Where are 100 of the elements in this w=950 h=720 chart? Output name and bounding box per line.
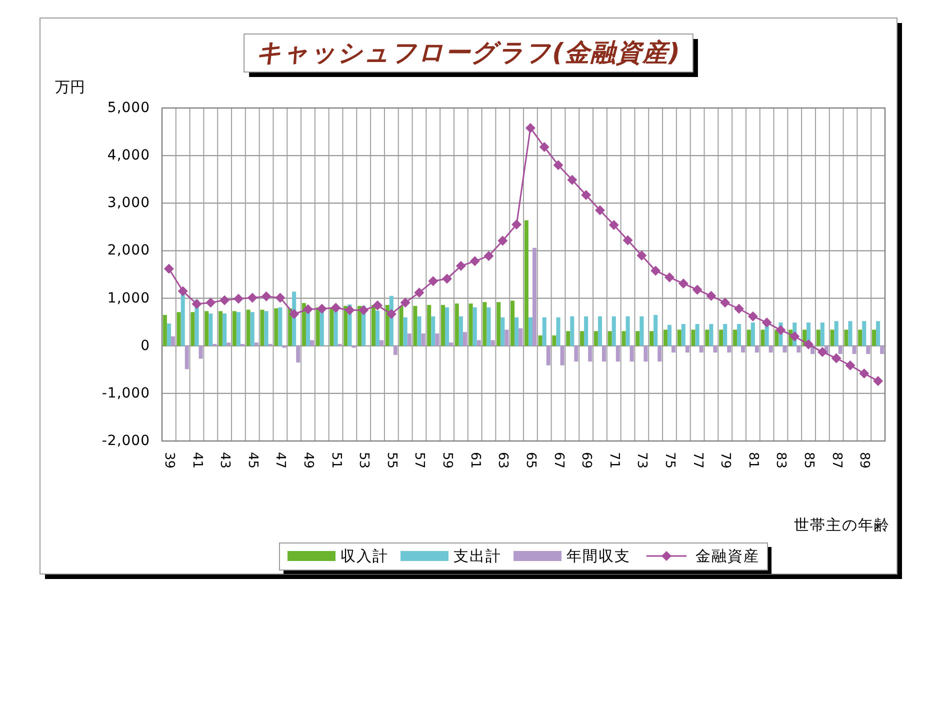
point [706,290,716,301]
bar [358,306,362,346]
bar [403,317,408,346]
legend-label: 年間収支 [566,547,630,565]
bar [598,316,602,346]
point [720,298,730,308]
point [456,260,466,271]
legend-label: 収入計 [340,547,388,565]
bar [462,332,467,346]
bar [510,300,515,346]
point [734,304,744,314]
bar [754,346,759,353]
point [386,308,396,319]
point [192,298,202,309]
bar [858,330,862,346]
y-axis-title: 万円 [55,78,85,96]
x-tick-label: 41 [189,452,204,469]
y-tick-label: 3,000 [107,195,150,212]
bar [705,330,710,346]
x-tick-label: 45 [244,452,260,469]
bar [316,307,320,346]
bar [166,324,171,346]
bar [170,336,175,346]
point [330,302,341,313]
bar [570,316,574,346]
bar [750,322,755,346]
bar [417,316,422,346]
bar [677,330,682,346]
bar [709,324,714,346]
bar [672,346,676,353]
bar [504,330,509,346]
x-tick-label: 49 [300,452,316,469]
bar [768,346,773,353]
point [512,220,522,230]
bar [496,302,501,346]
y-tick-label: 0 [140,338,150,354]
bar [344,306,348,346]
bar [695,324,700,346]
bar [222,314,227,346]
x-tick-label: 53 [356,452,372,469]
bar [848,321,852,346]
bar [208,314,213,346]
x-tick-label: 39 [161,452,176,469]
bar [834,321,838,346]
point [622,235,633,246]
bar [732,330,737,346]
chart-title: キャッシュフローグラフ(金融資産) [256,38,681,67]
point [233,294,244,304]
bar [232,311,236,346]
bar [449,342,454,346]
point [776,325,786,336]
point [247,292,258,303]
point [302,304,313,314]
bar [774,330,779,346]
point [206,298,216,308]
x-tick-label: 65 [522,452,538,469]
point [400,298,410,308]
bar [486,307,491,346]
bar [162,314,167,346]
x-tick-label: 51 [328,452,344,469]
bar [260,310,264,346]
point [581,190,592,200]
bar [602,346,606,362]
bar [190,312,195,346]
bar [407,333,412,346]
bar [458,316,463,346]
bar [663,330,668,346]
bar [302,303,306,346]
bar [667,324,672,346]
bar [862,321,866,346]
point [845,360,856,370]
bar [421,333,426,346]
point [594,205,605,216]
y-tick-label: 2,000 [107,242,150,259]
bar [556,317,560,346]
y-tick-label: 4,000 [107,148,150,164]
bar [681,324,686,346]
bar [782,346,787,353]
bar [838,346,842,354]
point [525,122,536,133]
bar [514,317,519,346]
bar [176,312,181,346]
x-tick-label: 89 [856,452,872,469]
point [748,311,758,322]
legend-label: 金融資産 [696,547,760,565]
bar [622,331,626,346]
bar [468,304,473,346]
bar [816,330,820,346]
bar [278,307,282,346]
point [428,276,438,286]
bar [445,307,450,346]
bar [584,316,588,346]
bar [630,346,634,362]
bar [636,331,640,346]
bar [413,306,418,346]
point [316,304,327,314]
bar [393,346,398,355]
point [539,142,550,152]
bar [288,308,292,346]
bar [574,346,578,362]
